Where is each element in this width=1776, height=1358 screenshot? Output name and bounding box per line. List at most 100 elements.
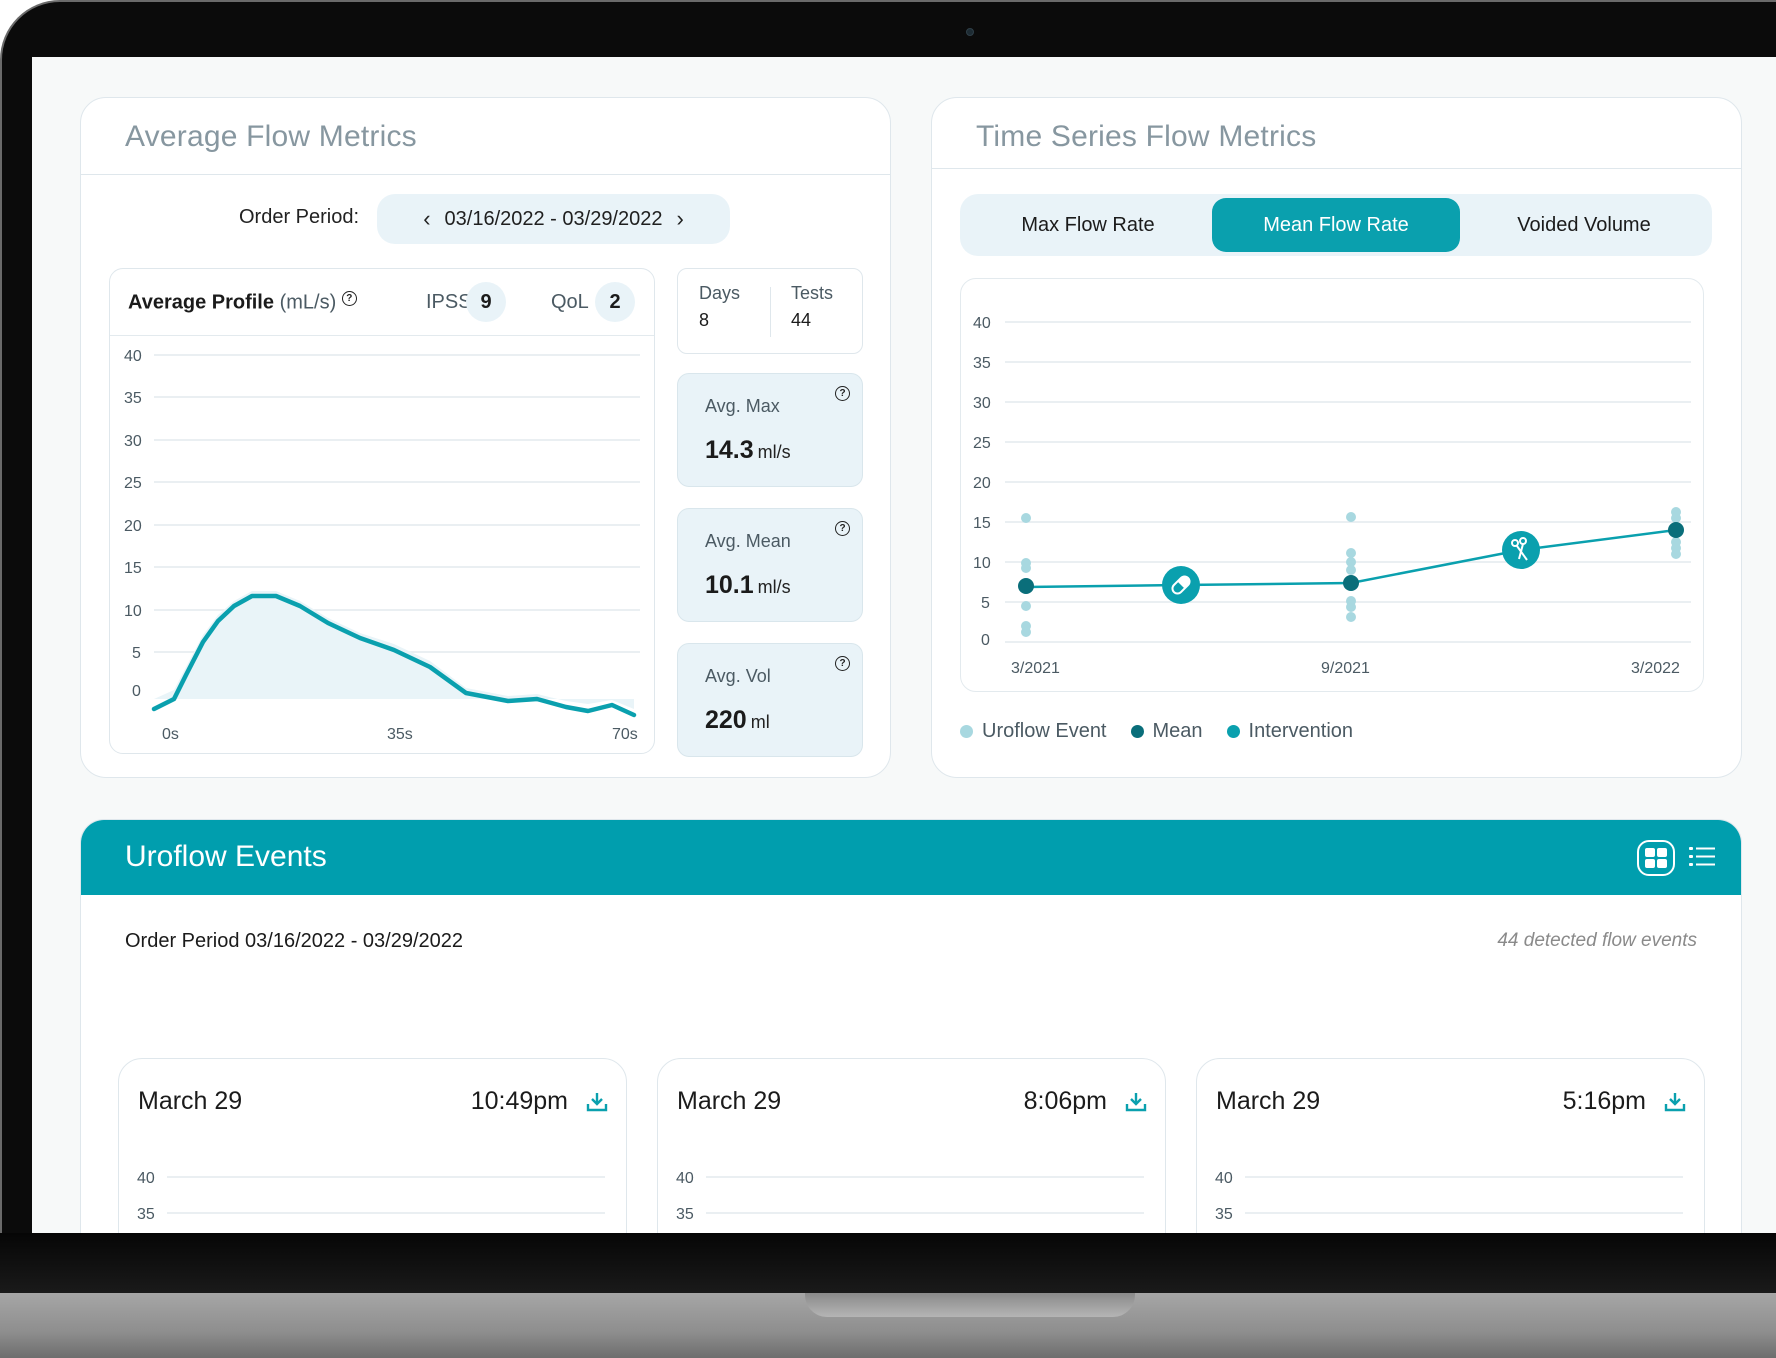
ipss-badge: 9 xyxy=(466,282,506,322)
svg-text:40: 40 xyxy=(1215,1170,1233,1187)
svg-text:35: 35 xyxy=(1215,1206,1233,1223)
metric-value: 10.1 ml/s xyxy=(705,571,791,600)
legend-label: Intervention xyxy=(1248,720,1354,742)
chevron-left-icon[interactable]: ‹ xyxy=(423,206,431,231)
days-tests-summary: Days 8 Tests 44 xyxy=(677,268,863,354)
mean-dot-icon xyxy=(1130,725,1144,738)
y-axis: 40 35 30 25 20 15 10 5 0 xyxy=(973,315,991,649)
metric-number: 10.1 xyxy=(705,571,754,599)
avg-max-tile: Avg. Max 14.3 ml/s ? xyxy=(677,373,863,487)
svg-text:0: 0 xyxy=(981,632,990,649)
gridlines xyxy=(154,354,640,653)
avg-vol-tile: Avg. Vol 220 ml ? xyxy=(677,643,863,757)
svg-text:10: 10 xyxy=(124,603,142,620)
svg-text:25: 25 xyxy=(973,435,991,452)
laptop-bottom-bezel xyxy=(0,1233,1776,1293)
event-time: 8:06pm xyxy=(1023,1087,1107,1115)
x-axis: 3/2021 9/2021 3/2022 xyxy=(1011,660,1680,677)
days-stat: Days 8 xyxy=(699,283,740,331)
average-profile-chart: 40 35 30 25 20 15 10 5 0 0s 35s 70s xyxy=(124,348,640,743)
svg-text:35s: 35s xyxy=(387,726,413,743)
grid-view-icon[interactable] xyxy=(1637,840,1675,876)
time-series-flow-metrics-card: Time Series Flow Metrics Max Flow Rate M… xyxy=(931,97,1742,778)
svg-text:3/2022: 3/2022 xyxy=(1631,660,1680,677)
download-icon[interactable] xyxy=(1664,1091,1686,1113)
help-icon[interactable]: ? xyxy=(341,291,357,306)
svg-text:15: 15 xyxy=(124,560,142,577)
days-value: 8 xyxy=(699,310,710,330)
help-icon[interactable]: ? xyxy=(835,656,850,671)
legend-label: Mean xyxy=(1152,720,1203,742)
legend-uroflow-event: Uroflow Event xyxy=(960,720,1107,743)
time-series-chart-panel: 40 35 30 25 20 15 10 5 0 xyxy=(960,278,1704,692)
metric-label: Avg. Vol xyxy=(705,666,771,686)
divider xyxy=(110,335,654,336)
gridlines xyxy=(1005,321,1691,643)
svg-text:30: 30 xyxy=(124,433,142,450)
metric-tabs: Max Flow Rate Mean Flow Rate Voided Volu… xyxy=(960,194,1712,256)
tab-voided-volume[interactable]: Voided Volume xyxy=(1517,213,1651,236)
help-icon[interactable]: ? xyxy=(835,521,850,536)
svg-text:70s: 70s xyxy=(612,726,638,743)
list-view-icon[interactable] xyxy=(1689,846,1715,868)
order-period-selector[interactable]: ‹ 03/16/2022 - 03/29/2022 › xyxy=(377,194,730,244)
svg-text:15: 15 xyxy=(973,515,991,532)
order-period-label: Order Period: xyxy=(239,206,360,228)
x-axis: 0s 35s 70s xyxy=(162,726,638,743)
events-header: Uroflow Events xyxy=(81,820,1741,895)
profile-unit: (mL/s) xyxy=(279,291,337,314)
svg-text:40: 40 xyxy=(676,1170,694,1187)
svg-text:40: 40 xyxy=(973,315,991,332)
card-title: Average Flow Metrics xyxy=(125,120,417,153)
svg-text:3/2021: 3/2021 xyxy=(1011,660,1060,677)
qol-label: QoL xyxy=(551,291,589,313)
svg-text:30: 30 xyxy=(973,395,991,412)
days-label: Days xyxy=(699,283,741,303)
svg-text:35: 35 xyxy=(137,1206,155,1223)
uroflow-event-dot-icon xyxy=(960,725,973,738)
metric-value: 14.3 ml/s xyxy=(705,436,791,465)
tab-max-flow-rate[interactable]: Max Flow Rate xyxy=(1021,213,1155,236)
screen: Average Flow Metrics Order Period: ‹ 03/… xyxy=(32,57,1776,1233)
intervention-dot-icon xyxy=(1226,725,1240,738)
tests-value: 44 xyxy=(791,310,812,330)
legend-label: Uroflow Event xyxy=(982,720,1107,742)
ipss-label: IPSS xyxy=(426,291,472,313)
y-axis: 40 35 30 25 20 15 10 5 0 xyxy=(124,348,640,700)
help-icon[interactable]: ? xyxy=(835,386,850,401)
uroflow-events-section: Uroflow Events Order Period 03/16/2022 -… xyxy=(80,819,1742,1233)
download-icon[interactable] xyxy=(1125,1091,1147,1113)
divider xyxy=(932,168,1741,169)
order-period-value: 03/16/2022 - 03/29/2022 xyxy=(444,207,663,230)
legend-mean: Mean xyxy=(1130,720,1203,743)
uroflow-event-dots xyxy=(1021,507,1681,637)
metric-label: Avg. Mean xyxy=(705,531,791,551)
svg-text:35: 35 xyxy=(124,390,142,407)
pill-icon[interactable] xyxy=(1162,566,1200,604)
svg-text:40: 40 xyxy=(124,348,142,365)
svg-text:5: 5 xyxy=(132,645,141,662)
svg-text:25: 25 xyxy=(124,475,142,492)
download-icon[interactable] xyxy=(586,1091,608,1113)
events-order-period: Order Period 03/16/2022 - 03/29/2022 xyxy=(125,930,464,952)
tab-mean-flow-rate[interactable]: Mean Flow Rate xyxy=(1212,198,1460,252)
event-time: 10:49pm xyxy=(470,1087,568,1115)
event-date: March 29 xyxy=(138,1087,243,1115)
metric-number: 14.3 xyxy=(705,436,754,464)
average-flow-metrics-card: Average Flow Metrics Order Period: ‹ 03/… xyxy=(80,97,891,778)
qol-badge: 2 xyxy=(595,282,635,322)
profile-title-text: Average Profile xyxy=(128,291,274,314)
mean-dots xyxy=(1018,522,1684,594)
metric-number: 220 xyxy=(705,706,747,734)
webcam xyxy=(966,28,974,36)
laptop-hinge-notch xyxy=(805,1293,1135,1317)
surgery-scissors-icon[interactable] xyxy=(1502,531,1540,569)
legend-intervention: Intervention xyxy=(1226,720,1354,743)
chevron-right-icon[interactable]: › xyxy=(676,206,684,231)
metric-unit: ml xyxy=(750,712,770,732)
